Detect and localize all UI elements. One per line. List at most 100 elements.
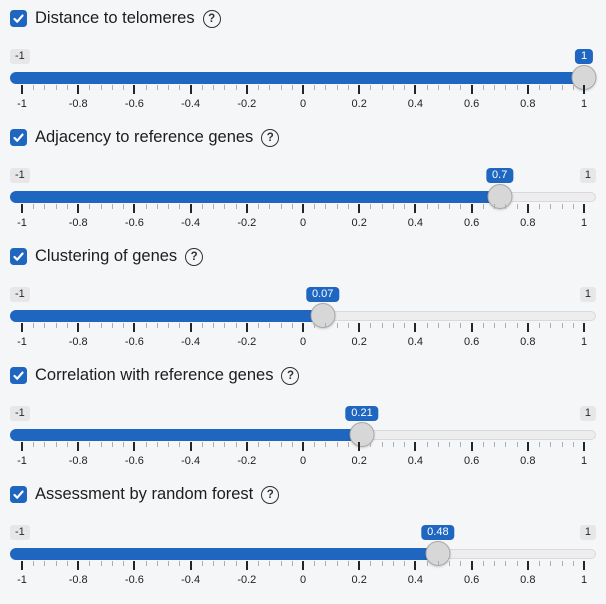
minor-tick <box>561 85 563 90</box>
minor-tick <box>168 442 170 447</box>
minor-tick <box>179 204 181 209</box>
help-icon[interactable]: ? <box>261 128 280 147</box>
minor-tick <box>426 561 428 566</box>
minor-tick <box>572 204 574 209</box>
slider-header: Assessment by random forest ? <box>10 484 596 505</box>
minor-tick <box>482 323 484 328</box>
minor-tick <box>505 85 507 90</box>
tick-label: -1 <box>17 98 27 110</box>
minor-tick <box>269 442 271 447</box>
major-tick <box>414 561 417 570</box>
minor-tick <box>404 323 406 328</box>
major-tick <box>21 85 23 94</box>
tick-label: -0.8 <box>68 336 88 348</box>
slider-label: Distance to telomeres <box>35 9 195 27</box>
minor-tick <box>168 85 170 90</box>
minor-tick <box>123 323 125 328</box>
major-tick <box>245 442 248 451</box>
minor-tick <box>325 561 327 566</box>
slider-handle[interactable] <box>487 184 513 209</box>
minor-tick <box>550 561 552 566</box>
major-tick <box>77 442 80 451</box>
checkbox[interactable] <box>10 367 27 384</box>
major-tick <box>189 442 192 451</box>
slider-max-badge: 1 <box>579 525 596 540</box>
minor-tick <box>494 561 496 566</box>
slider-header: Correlation with reference genes ? <box>10 365 596 386</box>
help-icon[interactable]: ? <box>202 9 221 28</box>
minor-tick <box>179 442 181 447</box>
major-tick <box>189 204 192 213</box>
checkbox[interactable] <box>10 129 27 146</box>
slider-max-badge: 1 <box>579 406 596 421</box>
minor-tick <box>235 204 237 209</box>
checkbox[interactable] <box>10 248 27 265</box>
slider-min-badge: -1 <box>10 525 30 540</box>
slider-grid: -1 -0.8 -0.6 -0.4 -0.2 0 0.2 0.4 0.6 0.8 1 <box>10 561 596 587</box>
minor-tick <box>258 323 260 328</box>
slider-value-badge: 1 <box>574 49 594 64</box>
slider-handle[interactable] <box>349 422 375 447</box>
minor-tick <box>449 85 451 90</box>
slider[interactable]: -1 1 0.21 -1 -0.8 -0.6 -0.4 -0.2 0 0.2 0.4 0.6 0.… <box>10 406 596 468</box>
minor-tick <box>505 561 507 566</box>
checkbox[interactable] <box>10 10 27 27</box>
major-tick <box>77 204 80 213</box>
minor-tick <box>179 561 181 566</box>
minor-tick <box>168 323 170 328</box>
minor-tick <box>572 323 574 328</box>
minor-tick <box>201 561 203 566</box>
slider-label: Assessment by random forest <box>35 485 254 503</box>
help-icon[interactable]: ? <box>281 366 300 385</box>
minor-tick <box>224 561 226 566</box>
minor-tick <box>437 442 439 447</box>
tick-label: 0.2 <box>351 98 367 110</box>
slider-value-badge: 0.48 <box>421 525 455 540</box>
slider[interactable]: -1 1 0.7 -1 -0.8 -0.6 -0.4 -0.2 0 0.2 0.4 0.6 0.8… <box>10 168 596 230</box>
minor-tick <box>347 561 349 566</box>
slider[interactable]: -1 1 1 -1 -0.8 -0.6 -0.4 -0.2 0 0.2 0.4 0.6 0.8 1 <box>10 49 597 111</box>
check-icon <box>13 133 24 142</box>
major-tick <box>526 204 529 213</box>
minor-tick <box>404 561 406 566</box>
minor-tick <box>347 323 349 328</box>
tick-label: -0.6 <box>124 455 144 467</box>
slider-min-badge: -1 <box>10 168 30 183</box>
minor-tick <box>168 561 170 566</box>
minor-tick <box>325 442 327 447</box>
major-tick <box>77 323 80 332</box>
minor-tick <box>156 204 158 209</box>
tick-label: -0.6 <box>124 217 144 229</box>
slider[interactable]: -1 1 0.48 -1 -0.8 -0.6 -0.4 -0.2 0 0.2 0.4 0.6 0.… <box>10 525 596 587</box>
major-tick <box>245 561 248 570</box>
major-tick <box>358 561 361 570</box>
checkbox[interactable] <box>10 486 27 503</box>
major-tick <box>583 442 585 451</box>
minor-tick <box>156 442 158 447</box>
help-icon[interactable]: ? <box>185 247 204 266</box>
tick-label: 1 <box>580 98 588 110</box>
help-icon[interactable]: ? <box>261 485 280 504</box>
tick-label: 1 <box>580 336 588 348</box>
minor-tick <box>145 442 147 447</box>
minor-tick <box>145 204 147 209</box>
tick-label: -1 <box>17 455 27 467</box>
minor-tick <box>201 442 203 447</box>
minor-tick <box>100 85 102 90</box>
major-tick <box>526 323 529 332</box>
minor-tick <box>89 442 91 447</box>
minor-tick <box>224 323 226 328</box>
minor-tick <box>449 442 451 447</box>
slider[interactable]: -1 1 0.07 -1 -0.8 -0.6 -0.4 -0.2 0 0.2 0.4 0.6 0.… <box>10 287 596 349</box>
slider-bar-fill <box>10 310 323 322</box>
tick-label: 0.6 <box>463 455 480 467</box>
minor-tick <box>66 204 68 209</box>
minor-tick <box>291 204 293 209</box>
minor-tick <box>44 204 46 209</box>
minor-tick <box>111 561 113 566</box>
tick-label: -1 <box>17 336 27 348</box>
minor-tick <box>381 561 383 566</box>
major-tick <box>245 323 248 332</box>
minor-tick <box>33 85 35 90</box>
slider-group-clustering-of-genes: Clustering of genes ? -1 1 0.07 -1 -0.8 -0… <box>10 246 596 349</box>
